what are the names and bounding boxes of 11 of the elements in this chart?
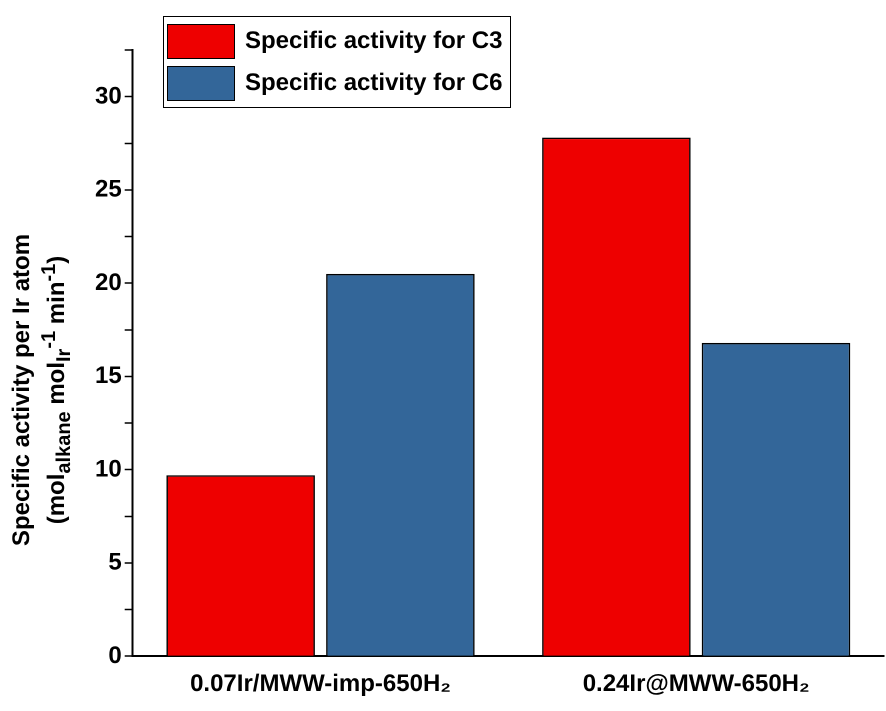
x-tick-label: 0.07Ir/MWW-imp-650H₂	[190, 670, 451, 698]
x-tick-label: 0.24Ir@MWW-650H₂	[582, 670, 810, 698]
y-tick-label: 10	[94, 455, 122, 482]
y-tick-label: 0	[108, 642, 122, 669]
y-tick-label: 25	[94, 176, 122, 203]
y-tick-label: 15	[94, 362, 122, 390]
y-tick-label: 20	[94, 268, 122, 296]
legend-label: Specific activity for C6	[245, 69, 502, 97]
y-tick-label: 30	[94, 82, 122, 110]
y-tick-label: 5	[108, 548, 122, 576]
legend-label: Specific activity for C3	[245, 27, 502, 55]
